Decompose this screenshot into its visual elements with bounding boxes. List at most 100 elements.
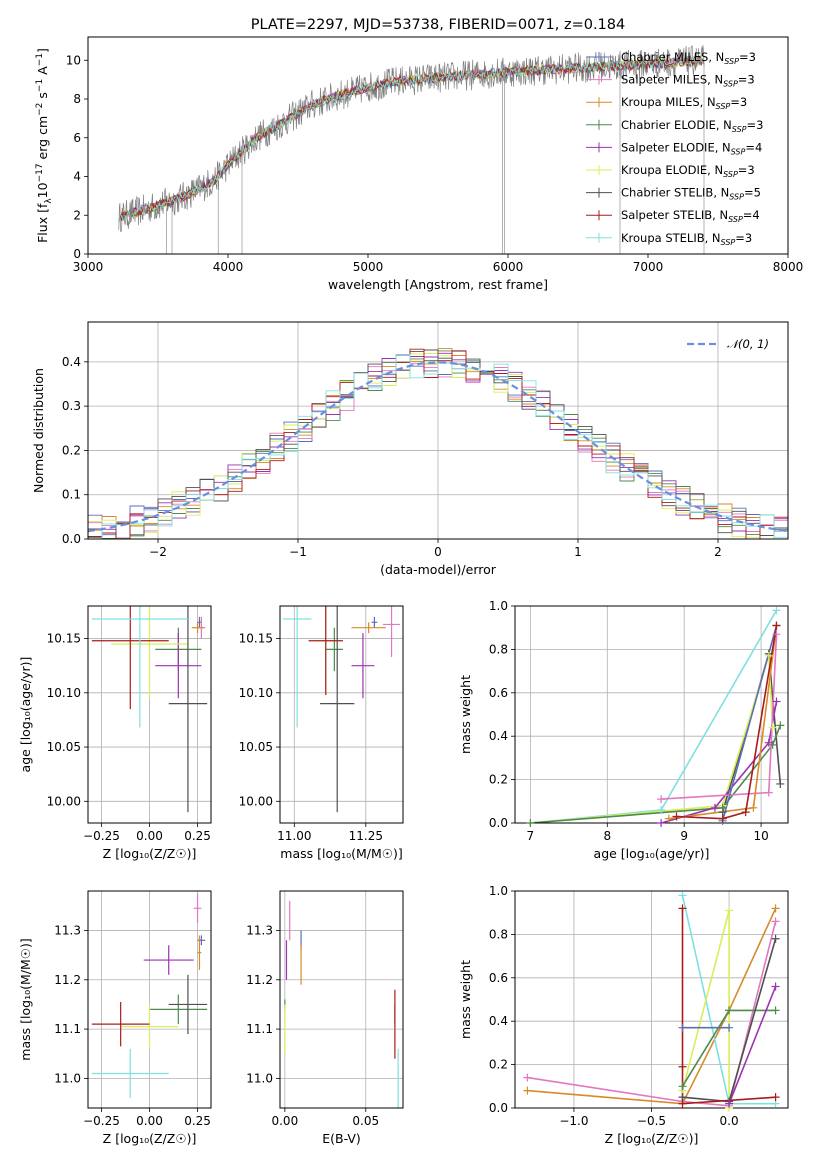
axes-frame xyxy=(514,605,789,824)
x-axis-label: Z [log₁₀(Z/Z☉)] xyxy=(103,846,197,861)
y-tick-label: 0.0 xyxy=(62,532,81,546)
mass_vs_EBV-plot-area xyxy=(284,900,399,1108)
model-spectrum-line xyxy=(118,55,705,223)
residuals-panel: −2 −1 0 1 2 0.0 0.1 0.2 0.3 0.4 (data-model)/error… xyxy=(31,321,789,577)
y-tick-label: 10.15 xyxy=(239,632,273,646)
x-tick-label: 5000 xyxy=(353,260,384,274)
x-tick-label: 6000 xyxy=(493,260,524,274)
y-tick-label: 0.2 xyxy=(489,773,508,787)
x-axis-label: (data-model)/error xyxy=(380,562,497,577)
legend-entry: Kroupa STELIB, NSSP=3 xyxy=(621,231,752,247)
mass-weight-marker xyxy=(657,795,666,804)
x-axis-label: Z [log₁₀(Z/Z☉)] xyxy=(103,1131,197,1146)
y-axis-label: mass [log₁₀(M/M☉)] xyxy=(18,938,33,1060)
mass-weight-marker xyxy=(678,1082,687,1091)
mass-weight-marker xyxy=(718,803,727,812)
y-tick-label: 0.1 xyxy=(62,488,81,502)
residual-histogram xyxy=(88,353,788,539)
x-axis-label: wavelength [Angstrom, rest frame] xyxy=(328,277,548,292)
y-axis-label: Normed distribution xyxy=(31,368,46,493)
mass-weight-line xyxy=(676,625,778,820)
y-tick-label: 2 xyxy=(73,208,81,222)
y-tick-label: 0.4 xyxy=(489,1014,508,1028)
figure-title: PLATE=2297, MJD=53738, FIBERID=0071, z=0… xyxy=(251,17,625,33)
y-tick-label: 11.3 xyxy=(54,923,81,937)
mass_vs_Z-panel: −0.25 0.00 0.25 11.0 11.1 11.2 11.3 Z [log₁₀(Z/… xyxy=(18,890,212,1146)
mass-weight-marker xyxy=(678,904,687,913)
mass-weight-marker xyxy=(768,723,777,732)
y-tick-label: 0.3 xyxy=(62,399,81,413)
x-tick-label: 8000 xyxy=(773,260,804,274)
legend-entry: Chabrier ELODIE, NSSP=3 xyxy=(621,118,763,134)
y-tick-label: 11.0 xyxy=(246,1071,273,1085)
x-tick-label: −0.25 xyxy=(83,829,120,843)
mass-weight-marker xyxy=(718,814,727,823)
y-tick-label: 10.05 xyxy=(239,740,273,754)
mass-weight-marker xyxy=(678,1062,687,1071)
age_vs_Z-panel: −0.25 0.00 0.25 10.00 10.05 10.10 10.15 Z [log₁… xyxy=(18,605,212,861)
x-tick-label: 0.25 xyxy=(184,1114,211,1128)
y-tick-label: 0.4 xyxy=(62,355,81,369)
mass-weight-marker xyxy=(678,891,687,900)
mass-weight-line xyxy=(527,908,777,1105)
age_vs_Z-plot-area xyxy=(91,606,208,813)
mass-weight-marker xyxy=(771,917,780,926)
legend-entry: Chabrier MILES, NSSP=3 xyxy=(621,50,756,66)
y-tick-label: 10.10 xyxy=(47,686,81,700)
x-tick-label: 0.00 xyxy=(136,1114,163,1128)
mass_vs_Z-plot-area xyxy=(91,893,208,1099)
mass-weight-line xyxy=(728,986,777,1104)
mass-weight-marker xyxy=(672,812,681,821)
legend-entry: Salpeter ELODIE, NSSP=4 xyxy=(621,140,762,156)
mass-weight-marker xyxy=(764,738,773,747)
legend-entry: Salpeter MILES, NSSP=3 xyxy=(621,73,755,89)
legend-entry: Salpeter STELIB, NSSP=4 xyxy=(621,208,760,224)
mass-weight-marker xyxy=(776,721,785,730)
x-tick-label: 7000 xyxy=(633,260,664,274)
mass_vs_EBV-panel: 0.00 0.05 11.0 11.1 11.2 11.3 E(B-V) xyxy=(246,890,404,1146)
y-tick-label: 0.8 xyxy=(489,927,508,941)
y-tick-label: 10.00 xyxy=(239,794,273,808)
mass-weight-line xyxy=(721,625,778,822)
y-tick-label: 11.3 xyxy=(246,923,273,937)
y-tick-label: 0.0 xyxy=(489,816,508,830)
x-tick-label: 9 xyxy=(680,829,688,843)
spectrum-panel: 3000 4000 5000 6000 7000 8000 0 2 4 6 8 10 wavelengt… xyxy=(35,36,804,292)
y-tick-label: 10.05 xyxy=(47,740,81,754)
x-tick-label: −1 xyxy=(289,545,307,559)
y-tick-label: 4 xyxy=(73,170,81,184)
axes-frame xyxy=(279,890,404,1109)
y-tick-label: 1.0 xyxy=(489,599,508,613)
mass-weight-marker xyxy=(764,651,773,660)
x-axis-label: Z [log₁₀(Z/Z☉)] xyxy=(605,1131,699,1146)
x-tick-label: 0.25 xyxy=(184,829,211,843)
model-spectrum-line xyxy=(118,55,705,223)
mass-weight-marker xyxy=(771,1006,780,1015)
legend: Chabrier MILES, NSSP=3 Salpeter MILES, NS… xyxy=(586,50,763,247)
weight_vs_age-panel: 7 8 9 10 0.0 0.2 0.4 0.6 0.8 1.0 age [log₁₀(age/yr… xyxy=(458,599,789,861)
weight_vs_age-plot-area xyxy=(530,609,782,823)
mass-weight-marker xyxy=(725,1006,734,1015)
y-tick-label: 10.00 xyxy=(47,794,81,808)
normal-curve xyxy=(88,361,788,533)
mass-weight-marker xyxy=(710,803,719,812)
legend-entry: Kroupa ELODIE, NSSP=3 xyxy=(621,163,755,179)
x-tick-label: 0.05 xyxy=(352,1114,379,1128)
x-axis-label: mass [log₁₀(M/M☉)] xyxy=(280,846,402,861)
mass-weight-marker xyxy=(526,819,535,827)
mass-weight-marker xyxy=(657,805,666,814)
mass-weight-marker xyxy=(764,788,773,797)
y-tick-label: 11.2 xyxy=(246,973,273,987)
x-tick-label: −1.0 xyxy=(559,1114,588,1128)
y-tick-label: 0.0 xyxy=(489,1101,508,1115)
mass-weight-line xyxy=(661,634,778,800)
x-axis-label: E(B-V) xyxy=(322,1131,361,1146)
axes-frame xyxy=(279,605,404,824)
x-tick-label: 0.00 xyxy=(136,829,163,843)
x-tick-label: 1 xyxy=(574,545,582,559)
x-tick-label: 7 xyxy=(527,829,535,843)
y-tick-label: 10.10 xyxy=(239,686,273,700)
x-tick-label: 11.00 xyxy=(277,829,311,843)
mass-weight-marker xyxy=(678,1023,687,1032)
